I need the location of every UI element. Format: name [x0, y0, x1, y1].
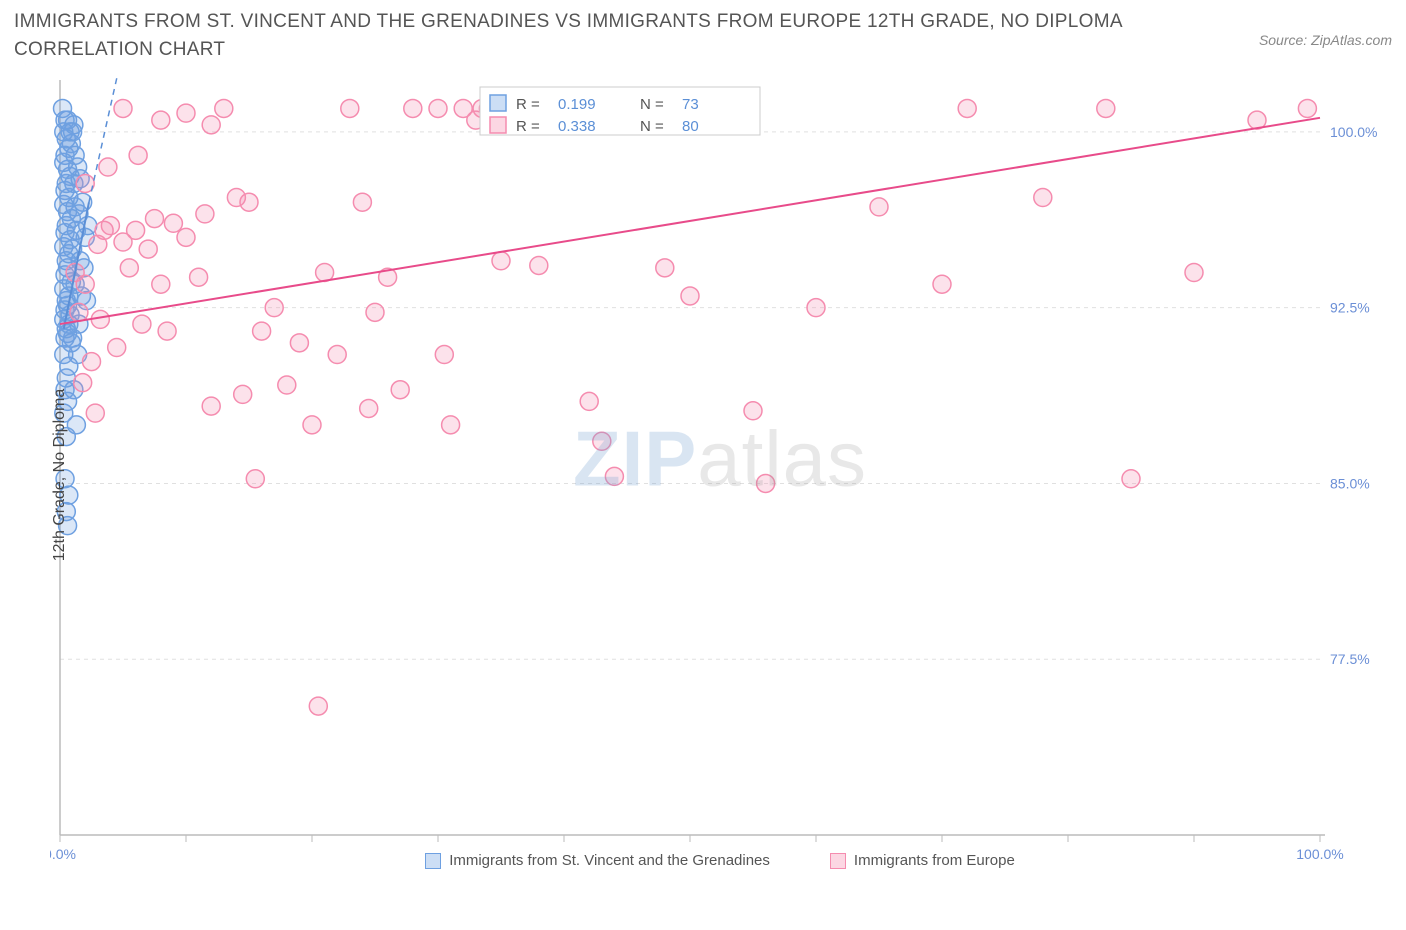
data-point	[1185, 264, 1203, 282]
data-point	[290, 334, 308, 352]
data-point	[933, 275, 951, 293]
stats-r-label: R =	[516, 118, 540, 135]
data-point	[202, 397, 220, 415]
data-point	[164, 214, 182, 232]
data-point	[807, 299, 825, 317]
stats-r-value: 0.338	[558, 118, 596, 135]
data-point	[429, 99, 447, 117]
data-point	[593, 432, 611, 450]
y-tick-label: 100.0%	[1330, 124, 1377, 140]
data-point	[62, 135, 80, 153]
data-point	[328, 346, 346, 364]
legend-swatch-blue	[425, 853, 441, 869]
y-tick-label: 92.5%	[1330, 300, 1370, 316]
data-point	[129, 146, 147, 164]
data-point	[870, 198, 888, 216]
legend-item-pink: Immigrants from Europe	[830, 852, 1015, 869]
stats-n-label: N =	[640, 96, 664, 113]
data-point	[246, 470, 264, 488]
data-point	[1097, 99, 1115, 117]
data-point	[360, 399, 378, 417]
data-point	[177, 104, 195, 122]
data-point	[101, 217, 119, 235]
data-point	[278, 376, 296, 394]
data-point	[158, 322, 176, 340]
data-point	[1122, 470, 1140, 488]
scatter-plot: 77.5%85.0%92.5%100.0%0.0%100.0%R =0.199N…	[50, 75, 1390, 875]
data-point	[580, 392, 598, 410]
data-point	[309, 697, 327, 715]
y-axis-title: 12th Grade, No Diploma	[51, 389, 69, 562]
data-point	[139, 240, 157, 258]
y-tick-label: 85.0%	[1330, 475, 1370, 491]
data-point	[215, 99, 233, 117]
legend-label-pink: Immigrants from Europe	[854, 852, 1015, 869]
bottom-legend: Immigrants from St. Vincent and the Gren…	[50, 852, 1390, 869]
data-point	[353, 193, 371, 211]
stats-swatch	[490, 95, 506, 111]
header-row: IMMIGRANTS FROM ST. VINCENT AND THE GREN…	[0, 0, 1406, 63]
data-point	[303, 416, 321, 434]
data-point	[152, 111, 170, 129]
data-point	[253, 322, 271, 340]
stats-n-value: 73	[682, 96, 699, 113]
data-point	[196, 205, 214, 223]
stats-swatch	[490, 117, 506, 133]
stats-r-label: R =	[516, 96, 540, 113]
data-point	[108, 339, 126, 357]
data-point	[492, 252, 510, 270]
data-point	[127, 221, 145, 239]
source-label: Source: ZipAtlas.com	[1259, 8, 1392, 48]
data-point	[366, 303, 384, 321]
data-point	[681, 287, 699, 305]
chart-title: IMMIGRANTS FROM ST. VINCENT AND THE GREN…	[14, 8, 1194, 63]
data-point	[404, 99, 422, 117]
data-point	[74, 374, 92, 392]
data-point	[530, 256, 548, 274]
data-point	[757, 474, 775, 492]
data-point	[234, 385, 252, 403]
data-point	[114, 99, 132, 117]
legend-label-blue: Immigrants from St. Vincent and the Gren…	[449, 852, 770, 869]
y-tick-label: 77.5%	[1330, 651, 1370, 667]
data-point	[435, 346, 453, 364]
stats-n-label: N =	[640, 118, 664, 135]
plot-area: 12th Grade, No Diploma 77.5% 85.0% 92.5% 10…	[50, 75, 1390, 875]
data-point	[86, 404, 104, 422]
stats-n-value: 80	[682, 118, 699, 135]
data-point	[83, 353, 101, 371]
data-point	[67, 416, 85, 434]
data-point	[177, 228, 195, 246]
data-point	[146, 210, 164, 228]
data-point	[66, 198, 84, 216]
data-point	[190, 268, 208, 286]
data-point	[442, 416, 460, 434]
data-point	[605, 467, 623, 485]
data-point	[120, 259, 138, 277]
data-point	[152, 275, 170, 293]
data-point	[65, 116, 83, 134]
stats-r-value: 0.199	[558, 96, 596, 113]
data-point	[656, 259, 674, 277]
legend-swatch-pink	[830, 853, 846, 869]
data-point	[202, 116, 220, 134]
data-point	[744, 402, 762, 420]
data-point	[1034, 189, 1052, 207]
data-point	[79, 217, 97, 235]
data-point	[99, 158, 117, 176]
legend-item-blue: Immigrants from St. Vincent and the Gren…	[425, 852, 770, 869]
data-point	[133, 315, 151, 333]
data-point	[1298, 99, 1316, 117]
data-point	[240, 193, 258, 211]
data-point	[70, 303, 88, 321]
data-point	[341, 99, 359, 117]
data-point	[391, 381, 409, 399]
data-point	[265, 299, 283, 317]
data-point	[958, 99, 976, 117]
